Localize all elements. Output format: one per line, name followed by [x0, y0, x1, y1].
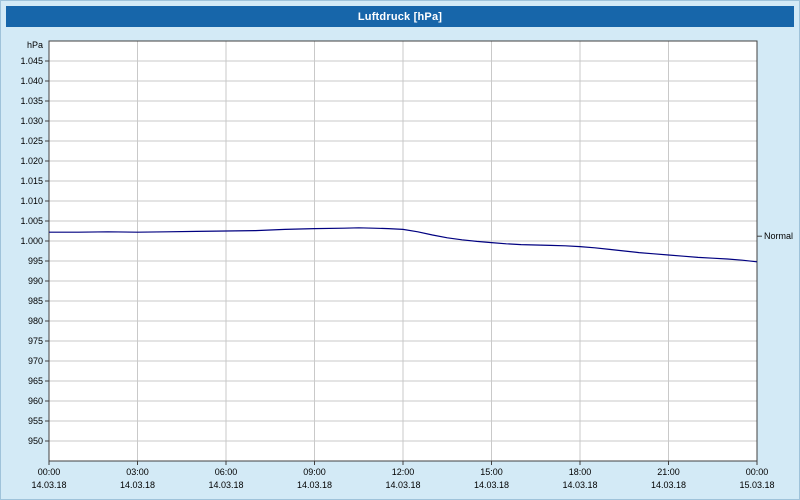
x-date-label: 14.03.18	[385, 480, 420, 490]
x-tick-label: 00:00	[746, 467, 769, 477]
y-tick-label: 975	[28, 336, 43, 346]
x-tick-label: 21:00	[657, 467, 680, 477]
normal-label: Normal	[764, 231, 793, 241]
x-date-label: 14.03.18	[120, 480, 155, 490]
window-title-bar: Luftdruck [hPa]	[6, 6, 794, 27]
plot-border	[48, 40, 758, 462]
y-tick-label: 950	[28, 436, 43, 446]
y-tick-label: 1.020	[20, 156, 43, 166]
x-date-label: 14.03.18	[208, 480, 243, 490]
y-tick-label: 990	[28, 276, 43, 286]
y-tick-label: 1.000	[20, 236, 43, 246]
y-tick-label: 1.045	[20, 56, 43, 66]
y-tick-label: 1.010	[20, 196, 43, 206]
y-tick-label: 985	[28, 296, 43, 306]
y-tick-label: 1.035	[20, 96, 43, 106]
x-date-label: 14.03.18	[31, 480, 66, 490]
y-tick-label: 965	[28, 376, 43, 386]
y-axis-unit-label: hPa	[27, 40, 43, 50]
x-tick-label: 18:00	[569, 467, 592, 477]
x-date-label: 15.03.18	[739, 480, 774, 490]
y-tick-label: 1.005	[20, 216, 43, 226]
x-date-label: 14.03.18	[474, 480, 509, 490]
x-date-label: 14.03.18	[562, 480, 597, 490]
pressure-line	[49, 227, 758, 263]
x-tick-label: 03:00	[126, 467, 149, 477]
x-date-label: 14.03.18	[651, 480, 686, 490]
window-title: Luftdruck [hPa]	[357, 10, 443, 23]
x-tick-label: 09:00	[303, 467, 326, 477]
y-tick-label: 1.030	[20, 116, 43, 126]
y-tick-label: 955	[28, 416, 43, 426]
y-tick-label: 970	[28, 356, 43, 366]
x-tick-label: 06:00	[215, 467, 238, 477]
x-tick-label: 00:00	[38, 467, 61, 477]
y-tick-label: 960	[28, 396, 43, 406]
y-tick-label: 1.025	[20, 136, 43, 146]
y-tick-label: 995	[28, 256, 43, 266]
y-tick-label: 980	[28, 316, 43, 326]
y-tick-label: 1.015	[20, 176, 43, 186]
x-date-label: 14.03.18	[297, 480, 332, 490]
x-tick-label: 15:00	[480, 467, 503, 477]
x-tick-label: 12:00	[392, 467, 415, 477]
y-tick-label: 1.040	[20, 76, 43, 86]
